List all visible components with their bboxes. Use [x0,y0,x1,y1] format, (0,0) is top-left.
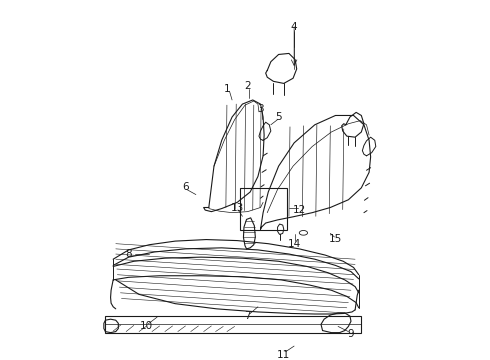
Text: 12: 12 [293,205,306,215]
Text: 1: 1 [223,84,230,94]
Text: 2: 2 [245,81,251,91]
Text: 6: 6 [182,182,189,192]
Text: 5: 5 [275,112,282,122]
Bar [105,316,361,333]
Text: 3: 3 [257,104,264,114]
Text: 9: 9 [348,329,354,339]
Bar [240,188,287,230]
Text: 7: 7 [245,311,251,321]
Text: 15: 15 [329,234,342,243]
Text: 4: 4 [291,22,297,32]
Text: 13: 13 [231,203,244,212]
Text: 10: 10 [140,321,153,332]
Text: 11: 11 [277,350,291,360]
Text: 8: 8 [125,249,132,259]
Text: 14: 14 [288,239,301,249]
